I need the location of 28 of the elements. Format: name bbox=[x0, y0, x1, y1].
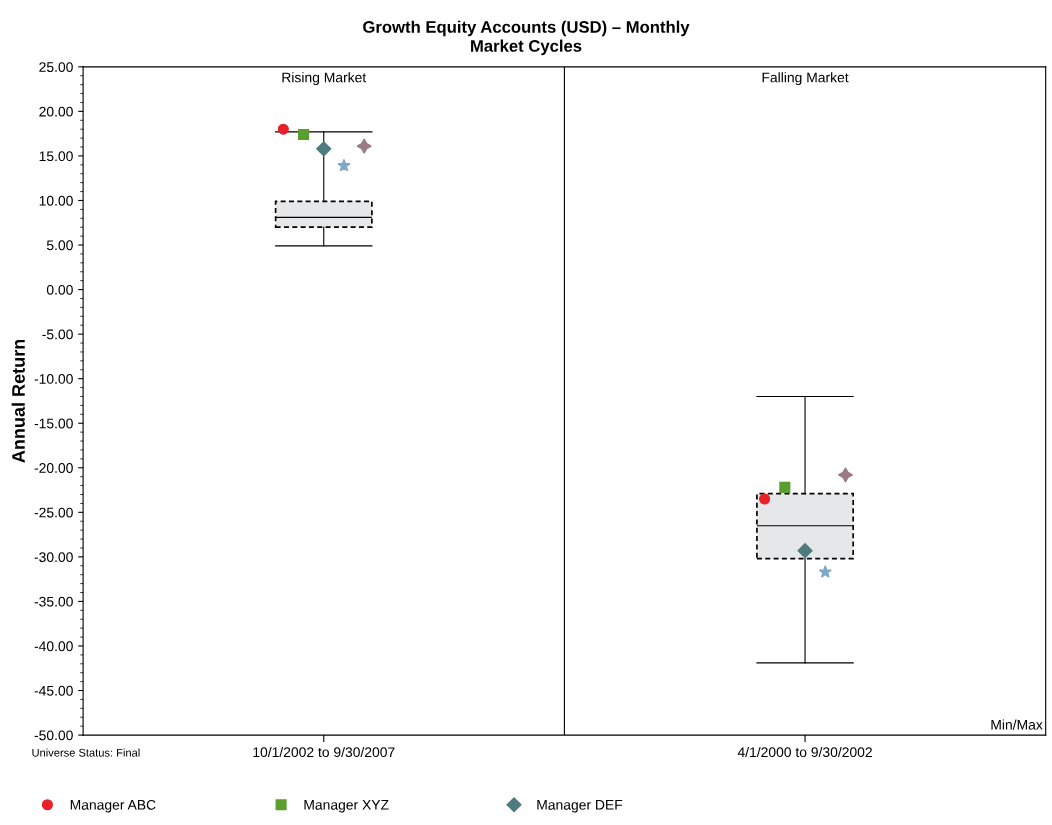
y-tick-label: -50.00 bbox=[34, 730, 73, 741]
legend-label: Manager DEF bbox=[537, 800, 623, 813]
y-tick-label: -10.00 bbox=[34, 374, 73, 384]
y-tick-label: 25.00 bbox=[39, 62, 73, 72]
x-tick-label: 10/1/2002 to 9/30/2007 bbox=[253, 746, 395, 758]
y-tick-label: -45.00 bbox=[34, 685, 73, 696]
text: Universe Status: Final bbox=[32, 748, 140, 757]
y-tick-label: -5.00 bbox=[42, 329, 73, 340]
y-tick-label: -25.00 bbox=[34, 507, 73, 518]
y-tick-label: 0.00 bbox=[46, 284, 73, 295]
y-tick-label: 15.00 bbox=[39, 151, 73, 162]
y-tick-label: 10.00 bbox=[39, 195, 73, 206]
y-tick-label: 5.00 bbox=[46, 240, 73, 251]
annotation: Falling Market bbox=[762, 72, 849, 86]
legend-label: Manager XYZ bbox=[304, 800, 389, 813]
y-tick-label: -30.00 bbox=[34, 552, 73, 563]
legend-label: Manager ABC bbox=[70, 799, 156, 813]
y-tick-label: -40.00 bbox=[34, 641, 73, 652]
chart-subtitle: Market Cycles bbox=[471, 39, 582, 56]
y-tick-label: 20.00 bbox=[39, 106, 73, 117]
y-tick-label: -20.00 bbox=[34, 463, 73, 473]
annotation: Rising Market bbox=[282, 72, 367, 86]
x-tick-label: 4/1/2000 to 9/30/2002 bbox=[737, 746, 872, 758]
y-tick-label: -35.00 bbox=[34, 596, 73, 607]
chart-title: Growth Equity Accounts (USD) – Monthly bbox=[363, 20, 690, 37]
y-tick-label: -15.00 bbox=[34, 418, 73, 429]
annotation: Min/Max bbox=[991, 719, 1043, 730]
y-axis-title: Annual Return bbox=[11, 339, 25, 463]
